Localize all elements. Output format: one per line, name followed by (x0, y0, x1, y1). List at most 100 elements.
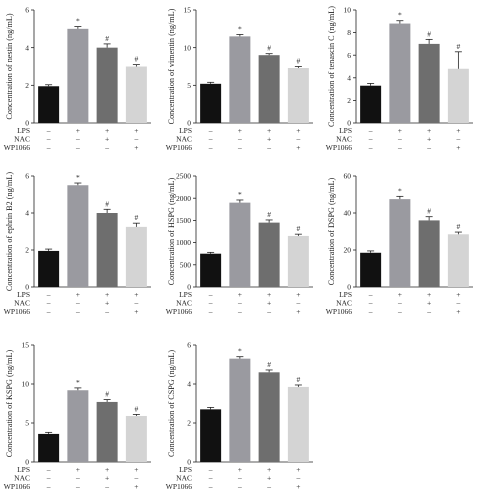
treatment-label: WP1066 (166, 307, 193, 316)
treatment-mark: + (427, 299, 431, 308)
treatment-mark: + (296, 482, 300, 491)
bar (125, 226, 147, 287)
bar (389, 23, 411, 124)
treatment-label: LPS (179, 290, 192, 299)
treatment-mark: – (208, 465, 213, 474)
treatment-label: NAC (336, 135, 352, 144)
y-tick-label: 0 (187, 119, 191, 128)
treatment-mark: – (237, 143, 242, 152)
treatment-mark: – (368, 299, 373, 308)
y-axis-label: Concentration of KSPG (ng/mL) (5, 349, 14, 457)
treatment-label: WP1066 (166, 482, 193, 491)
treatment-mark: – (46, 126, 51, 135)
treatment-mark: – (296, 135, 301, 144)
treatment-mark: – (208, 474, 213, 483)
treatment-mark: – (104, 482, 109, 491)
treatment-mark: – (75, 299, 80, 308)
treatment-mark: – (104, 143, 109, 152)
treatment-mark: + (134, 465, 138, 474)
significance-mark: # (135, 213, 139, 222)
significance-mark: * (238, 24, 242, 33)
y-axis-label: Concentration of DSPG (ng/mL) (327, 177, 336, 285)
treatment-mark: + (105, 126, 109, 135)
treatment-label: NAC (14, 135, 30, 144)
treatment-label: LPS (17, 126, 30, 135)
y-axis-label: Concentration of tenascin C (ng/mL) (327, 6, 336, 127)
treatment-mark: + (296, 143, 300, 152)
significance-mark: # (427, 29, 431, 38)
treatment-mark: + (105, 290, 109, 299)
y-tick-label: 0 (25, 283, 29, 292)
treatment-mark: + (456, 143, 460, 152)
treatment-mark: – (397, 307, 402, 316)
chart-panel-1: Concentration of nestin (ng/mL) 0 2 4 6 * # # LP… (4, 6, 151, 152)
treatment-mark: + (267, 474, 271, 483)
chart-panel-3: Concentration of tenascin C (ng/mL) 0 2 4 6 8… (326, 6, 473, 152)
treatment-mark: – (208, 135, 213, 144)
significance-mark: # (267, 210, 271, 219)
treatment-mark: – (456, 135, 461, 144)
treatment-mark: – (46, 307, 51, 316)
treatment-mark: + (267, 126, 271, 135)
bar (287, 386, 309, 462)
treatment-mark: – (397, 143, 402, 152)
bar (229, 202, 251, 287)
treatment-label: LPS (179, 465, 192, 474)
treatment-label: WP1066 (4, 482, 31, 491)
y-tick-label: 0 (25, 119, 29, 128)
treatment-label: NAC (176, 474, 192, 483)
y-tick-label: 0 (187, 283, 191, 292)
chart-panel-2: Concentration of vimentin (ng/mL) 0 5 10 15 *… (166, 6, 313, 152)
chart-panel-5: Concentration of HSPG (ng/mL) 0 500 1000 150… (166, 172, 313, 316)
treatment-mark: – (208, 290, 213, 299)
bar (67, 28, 89, 123)
significance-mark: * (238, 190, 242, 199)
treatment-mark: – (134, 135, 139, 144)
significance-mark: # (105, 199, 109, 208)
bar (125, 66, 147, 123)
bar (200, 409, 222, 462)
significance-mark: * (398, 11, 402, 20)
treatment-mark: + (76, 126, 80, 135)
treatment-label: NAC (14, 474, 30, 483)
treatment-mark: – (104, 307, 109, 316)
treatment-mark: – (237, 474, 242, 483)
treatment-mark: + (134, 126, 138, 135)
y-tick-label: 5 (187, 81, 191, 90)
treatment-mark: – (266, 143, 271, 152)
treatment-mark: + (398, 290, 402, 299)
bar (418, 43, 440, 123)
treatment-mark: – (368, 143, 373, 152)
y-tick-label: 6 (25, 6, 29, 15)
treatment-mark: – (46, 482, 51, 491)
treatment-mark: – (208, 307, 213, 316)
treatment-mark: + (456, 126, 460, 135)
treatment-label: NAC (176, 299, 192, 308)
y-tick-label: 1500 (176, 216, 191, 225)
chart-panel-4: Concentration of ephrin B2 (ng/mL) 0 2 4 6 * #… (4, 172, 151, 316)
bar (360, 252, 382, 287)
bar (258, 55, 280, 124)
treatment-mark: – (208, 299, 213, 308)
y-tick-label: 2500 (176, 172, 191, 181)
treatment-mark: – (237, 482, 242, 491)
significance-mark: * (398, 186, 402, 195)
bar (229, 358, 251, 462)
significance-mark: # (457, 42, 461, 51)
treatment-mark: – (266, 482, 271, 491)
significance-mark: # (105, 390, 109, 399)
treatment-mark: – (46, 135, 51, 144)
treatment-mark: – (368, 290, 373, 299)
significance-mark: # (105, 34, 109, 43)
treatment-mark: + (105, 465, 109, 474)
treatment-mark: + (76, 290, 80, 299)
y-tick-label: 2 (347, 96, 351, 105)
treatment-mark: + (267, 299, 271, 308)
significance-mark: * (238, 347, 242, 356)
bar (287, 68, 309, 123)
treatment-label: WP1066 (166, 143, 193, 152)
y-tick-label: 6 (187, 341, 191, 350)
treatment-mark: – (46, 465, 51, 474)
bar (67, 185, 89, 287)
